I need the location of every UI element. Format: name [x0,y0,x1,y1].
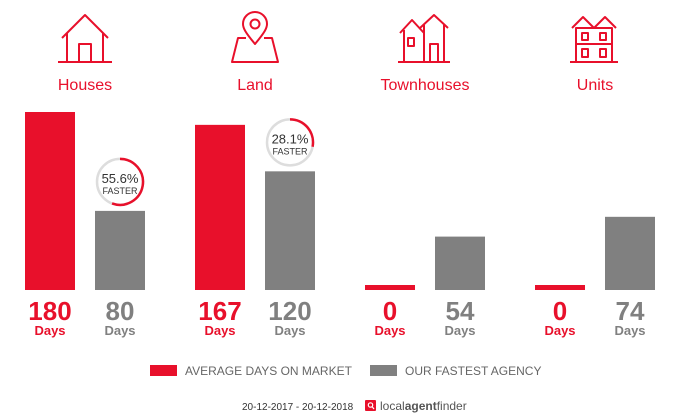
badge-percent-houses: 55.6% [102,171,139,186]
value-average-townhouses: 0 [383,296,397,326]
category-label-houses: Houses [58,77,112,94]
legend-label-average: AVERAGE DAYS ON MARKET [185,364,353,378]
faster-badge-land: 28.1%FASTER [265,118,315,167]
value-average-units: 0 [553,296,567,326]
value-average-land: 167 [198,296,241,326]
badge-word-houses: FASTER [102,186,138,196]
category-label-land: Land [237,77,273,94]
days-label-fastest-houses: Days [104,323,135,338]
value-average-houses: 180 [28,296,71,326]
bar-fastest-land [265,171,315,290]
days-label-average-houses: Days [34,323,65,338]
days-label-fastest-land: Days [274,323,305,338]
days-label-fastest-units: Days [614,323,645,338]
legend: AVERAGE DAYS ON MARKET OUR FASTEST AGENC… [150,364,541,378]
value-labels-group: 180Days80Days167Days120Days0Days54Days0D… [28,296,645,338]
brand-middle: agent [405,399,437,413]
days-label-average-townhouses: Days [374,323,405,338]
days-label-average-land: Days [204,323,235,338]
value-fastest-townhouses: 54 [446,296,475,326]
brand-logo: localagentfinder [365,399,467,413]
badge-word-land: FASTER [272,146,308,156]
bar-average-townhouses [365,285,415,290]
house-icon [58,14,112,63]
bar-average-land [195,124,245,290]
bar-fastest-units [605,216,655,290]
badge-arc-houses [111,157,145,207]
badge-arc-land [289,118,315,148]
badge-percent-land: 28.1% [272,131,309,146]
brand-suffix: finder [437,399,467,413]
category-label-townhouses: Townhouses [381,77,470,94]
days-label-fastest-townhouses: Days [444,323,475,338]
legend-label-fastest: OUR FASTEST AGENCY [405,364,541,378]
faster-badge-houses: 55.6%FASTER [95,157,145,207]
bar-average-houses [25,112,75,290]
townhouses-icon [398,14,450,63]
value-fastest-units: 74 [616,296,645,326]
bars-group [25,112,655,290]
date-range: 20-12-2017 - 20-12-2018 [242,402,354,413]
brand-name: localagentfinder [380,399,467,413]
value-fastest-houses: 80 [106,296,135,326]
value-fastest-land: 120 [268,296,311,326]
legend-swatch-average [150,365,177,376]
category-label-units: Units [577,77,613,94]
units-icon [570,16,618,63]
days-label-average-units: Days [544,323,575,338]
bar-fastest-houses [95,210,145,290]
legend-swatch-fastest [370,365,397,376]
bar-fastest-townhouses [435,236,485,290]
brand-prefix: local [380,399,405,413]
brand-logo-icon [365,400,376,411]
land-pin-icon [231,11,279,63]
bar-average-units [535,285,585,290]
